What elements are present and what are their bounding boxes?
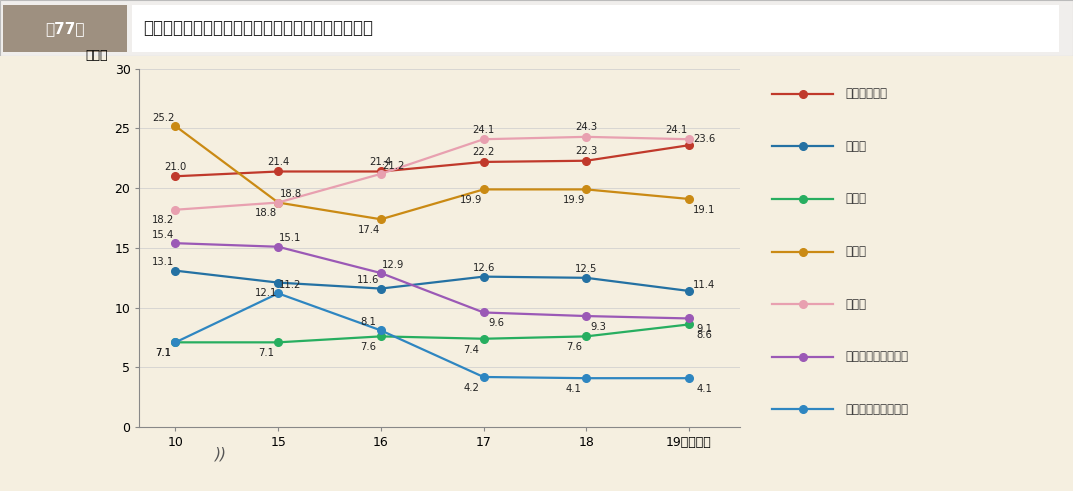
Text: 7.1: 7.1 <box>156 348 171 358</box>
Text: 9.1: 9.1 <box>696 324 712 334</box>
Text: 中都市: 中都市 <box>846 245 866 258</box>
Text: )): )) <box>216 447 227 462</box>
Text: 町村（１万人未満）: 町村（１万人未満） <box>846 403 908 416</box>
Text: 中核市: 中核市 <box>846 140 866 153</box>
Text: 23.6: 23.6 <box>693 134 716 144</box>
Text: 4.1: 4.1 <box>696 384 712 394</box>
Bar <box>211 427 242 481</box>
Text: 9.3: 9.3 <box>590 322 606 332</box>
Text: 25.2: 25.2 <box>152 113 174 123</box>
Text: 12.1: 12.1 <box>254 288 277 299</box>
Text: 7.4: 7.4 <box>464 345 480 355</box>
Text: 21.0: 21.0 <box>164 162 187 172</box>
Text: 22.3: 22.3 <box>575 146 598 156</box>
Text: 8.6: 8.6 <box>696 330 712 340</box>
Text: 4.2: 4.2 <box>464 383 480 393</box>
Text: 21.4: 21.4 <box>370 157 392 167</box>
Text: 11.6: 11.6 <box>357 275 380 285</box>
Text: 17.4: 17.4 <box>357 225 380 235</box>
Bar <box>3 4 127 52</box>
Text: 4.1: 4.1 <box>567 384 582 394</box>
Text: 町村（１万人以上）: 町村（１万人以上） <box>846 350 908 363</box>
Text: 24.1: 24.1 <box>665 125 688 135</box>
Text: 15.1: 15.1 <box>279 233 302 244</box>
Text: 小都市: 小都市 <box>846 298 866 311</box>
Text: 8.1: 8.1 <box>361 317 377 327</box>
Text: 18.2: 18.2 <box>152 216 174 225</box>
Text: （％）: （％） <box>86 49 108 61</box>
Text: 7.1: 7.1 <box>258 348 274 358</box>
Text: 24.3: 24.3 <box>575 122 598 132</box>
Text: 15.4: 15.4 <box>152 230 174 240</box>
Text: 政令指定都市: 政令指定都市 <box>846 87 887 100</box>
Text: 21.2: 21.2 <box>382 161 405 170</box>
Text: 7.6: 7.6 <box>361 342 377 352</box>
Text: 22.2: 22.2 <box>472 147 495 158</box>
Bar <box>132 4 1059 52</box>
Text: 18.8: 18.8 <box>254 208 277 218</box>
Text: 19.9: 19.9 <box>460 195 483 205</box>
Text: 24.1: 24.1 <box>472 125 495 135</box>
Text: 7.1: 7.1 <box>156 348 171 358</box>
Text: 12.6: 12.6 <box>472 263 495 273</box>
Text: 18.8: 18.8 <box>279 189 302 199</box>
Text: 特例市: 特例市 <box>846 192 866 205</box>
Text: 21.4: 21.4 <box>267 157 290 167</box>
Text: 11.4: 11.4 <box>693 280 716 290</box>
Text: 19.1: 19.1 <box>693 205 716 215</box>
Text: 12.9: 12.9 <box>382 260 405 270</box>
Text: 7.6: 7.6 <box>565 342 582 352</box>
Text: 12.5: 12.5 <box>575 265 598 274</box>
Text: 団体規模別決算規模構成比の推移（その２　歳出）: 団体規模別決算規模構成比の推移（その２ 歳出） <box>143 19 372 37</box>
Text: 9.6: 9.6 <box>488 318 504 328</box>
Text: 19.9: 19.9 <box>562 195 585 205</box>
Text: 第77図: 第77図 <box>45 21 85 36</box>
Text: 13.1: 13.1 <box>152 257 174 267</box>
Text: 11.2: 11.2 <box>279 280 302 290</box>
